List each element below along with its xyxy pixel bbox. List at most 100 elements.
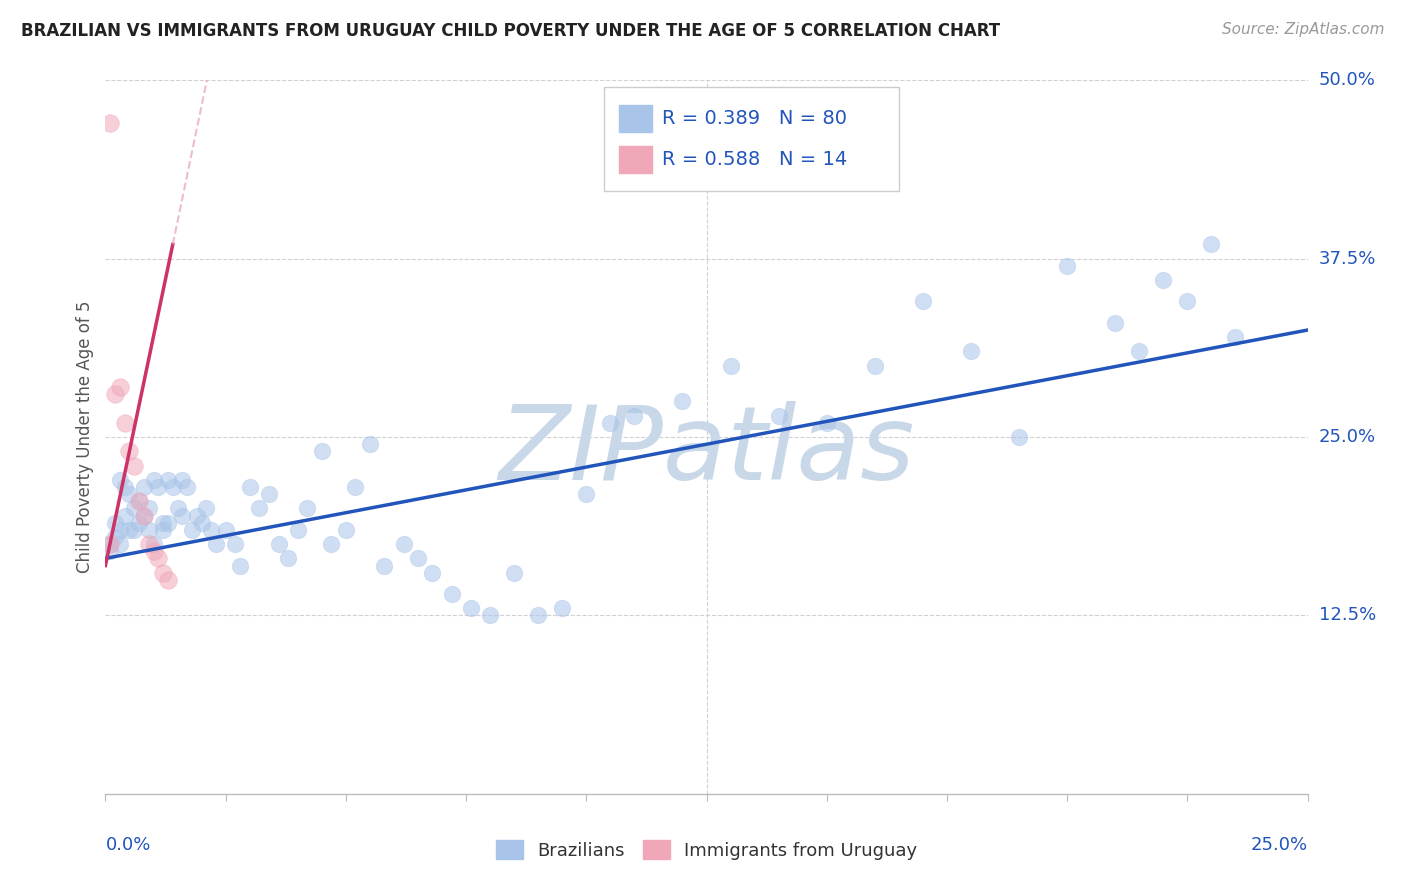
Point [960, 344, 983, 359]
Point [172, 508, 194, 523]
FancyBboxPatch shape [605, 87, 898, 191]
Point [373, 558, 395, 573]
Point [176, 480, 198, 494]
Point [599, 416, 621, 430]
Point [551, 601, 574, 615]
Point [195, 501, 218, 516]
Point [863, 359, 886, 373]
Point [104, 516, 127, 530]
Point [335, 523, 357, 537]
Point [108, 473, 131, 487]
Text: BRAZILIAN VS IMMIGRANTS FROM URUGUAY CHILD POVERTY UNDER THE AGE OF 5 CORRELATIO: BRAZILIAN VS IMMIGRANTS FROM URUGUAY CHI… [21, 22, 1000, 40]
Point [128, 494, 150, 508]
Text: R = 0.588   N = 14: R = 0.588 N = 14 [662, 150, 848, 169]
Text: 0.0%: 0.0% [105, 836, 150, 854]
Point [114, 508, 136, 523]
Point [344, 480, 367, 494]
Point [108, 380, 131, 394]
Point [138, 537, 160, 551]
Point [166, 501, 188, 516]
Point [1175, 294, 1198, 309]
Point [247, 501, 270, 516]
Point [768, 409, 790, 423]
Text: 25.0%: 25.0% [1250, 836, 1308, 854]
Point [186, 508, 208, 523]
Point [297, 501, 319, 516]
Point [118, 444, 141, 458]
Point [98, 537, 121, 551]
Point [460, 601, 482, 615]
Point [503, 566, 526, 580]
Point [311, 444, 333, 458]
Point [181, 523, 204, 537]
Point [720, 359, 742, 373]
Point [98, 116, 121, 130]
Point [623, 409, 645, 423]
Legend: Brazilians, Immigrants from Uruguay: Brazilians, Immigrants from Uruguay [488, 833, 925, 867]
Point [671, 394, 693, 409]
Point [1104, 316, 1126, 330]
Point [172, 473, 194, 487]
Point [321, 537, 343, 551]
Point [118, 487, 141, 501]
Point [406, 551, 429, 566]
Point [124, 523, 146, 537]
Point [156, 516, 179, 530]
Point [1152, 273, 1174, 287]
Point [152, 516, 174, 530]
Text: 50.0%: 50.0% [1319, 71, 1375, 89]
Point [440, 587, 463, 601]
Point [148, 551, 170, 566]
Point [108, 523, 131, 537]
Point [128, 494, 150, 508]
Point [422, 566, 444, 580]
Bar [619, 146, 652, 173]
Point [162, 480, 184, 494]
Point [1056, 259, 1078, 273]
Point [214, 523, 236, 537]
Point [142, 473, 165, 487]
Point [1128, 344, 1150, 359]
Point [1008, 430, 1031, 444]
Point [148, 480, 170, 494]
Text: R = 0.389   N = 80: R = 0.389 N = 80 [662, 110, 846, 128]
Point [392, 537, 415, 551]
Point [104, 530, 127, 544]
Point [118, 523, 141, 537]
Point [190, 516, 212, 530]
Point [200, 523, 222, 537]
Point [124, 501, 146, 516]
Point [224, 537, 246, 551]
Point [128, 516, 150, 530]
Point [152, 523, 174, 537]
Point [267, 537, 290, 551]
Point [108, 537, 131, 551]
Point [132, 508, 155, 523]
Point [359, 437, 381, 451]
Point [815, 416, 838, 430]
Text: 37.5%: 37.5% [1319, 250, 1376, 268]
Point [479, 608, 502, 623]
Point [287, 523, 309, 537]
Point [152, 566, 174, 580]
Text: 12.5%: 12.5% [1319, 607, 1376, 624]
Point [156, 473, 179, 487]
Text: Source: ZipAtlas.com: Source: ZipAtlas.com [1222, 22, 1385, 37]
Point [98, 537, 121, 551]
Point [114, 416, 136, 430]
Point [124, 458, 146, 473]
Point [138, 501, 160, 516]
Bar [619, 105, 652, 132]
Y-axis label: Child Poverty Under the Age of 5: Child Poverty Under the Age of 5 [76, 301, 94, 574]
Point [239, 480, 262, 494]
Point [1225, 330, 1247, 344]
Point [229, 558, 252, 573]
Point [138, 523, 160, 537]
Point [104, 387, 127, 401]
Point [142, 544, 165, 558]
Point [257, 487, 280, 501]
Point [1201, 237, 1223, 252]
Point [132, 508, 155, 523]
Point [132, 480, 155, 494]
Point [205, 537, 228, 551]
